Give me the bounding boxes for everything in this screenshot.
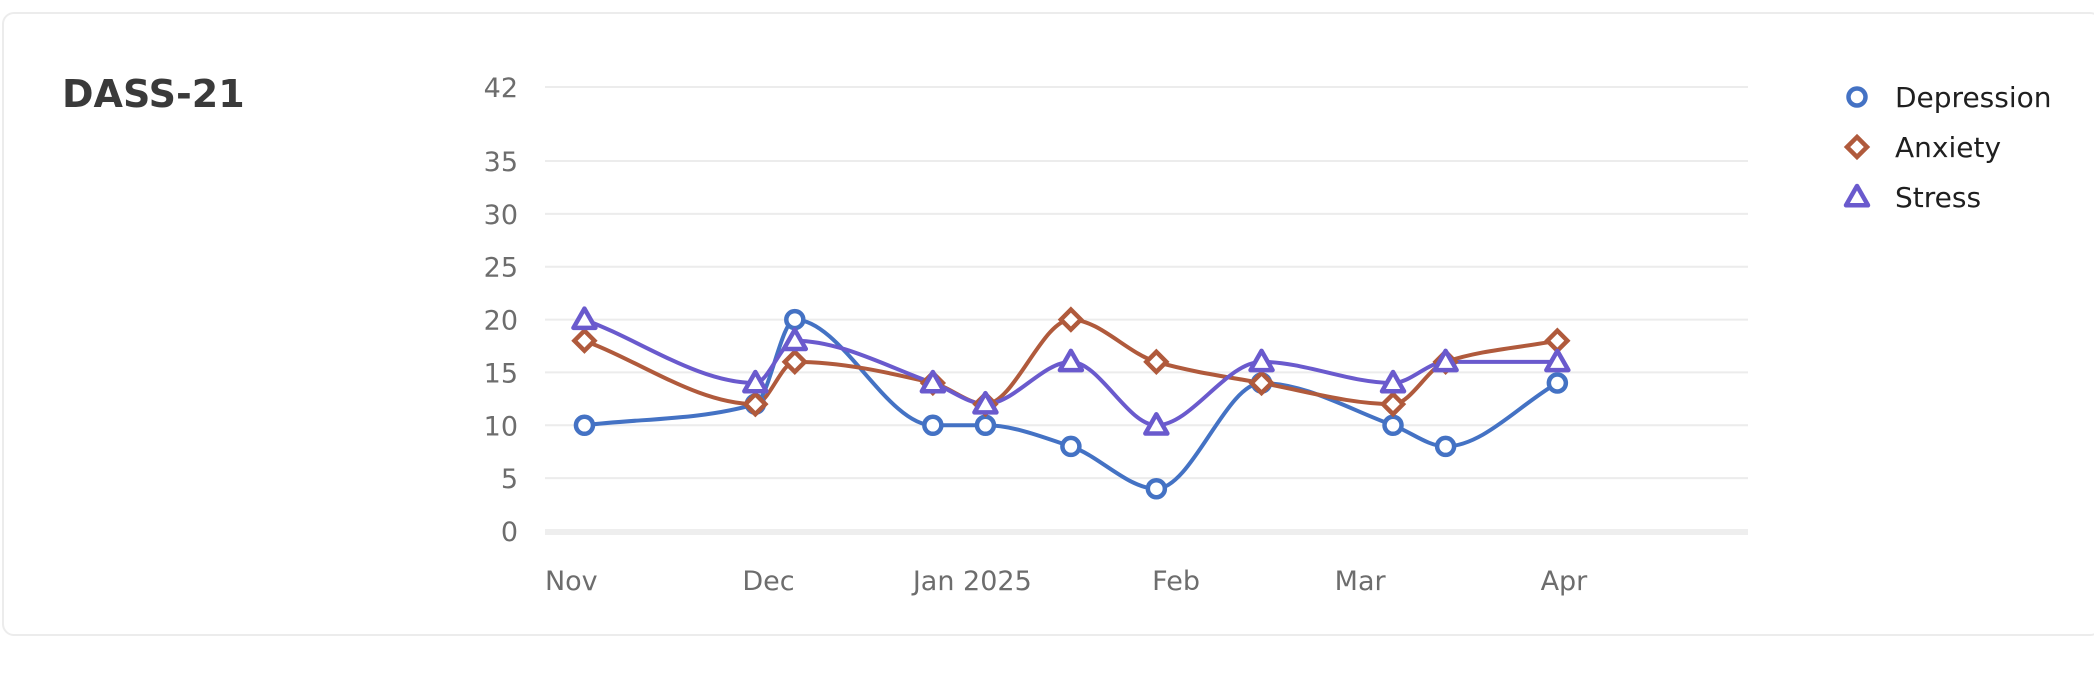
depression-point	[1546, 372, 1569, 394]
y-tick-label: 15	[484, 358, 518, 389]
gridlines	[545, 86, 1748, 535]
stress-point	[1432, 348, 1459, 373]
x-tick-label: Nov	[545, 566, 598, 597]
y-axis: 0 5 10 15 20 25 30 35 42	[484, 73, 518, 548]
x-tick-label: Feb	[1152, 566, 1200, 597]
anxiety-point	[571, 327, 598, 354]
x-tick-label: Mar	[1335, 566, 1387, 597]
stress-point	[781, 327, 809, 352]
stress-point	[1379, 369, 1407, 394]
anxiety-point	[1143, 348, 1170, 376]
legend-label: Stress	[1895, 181, 1981, 214]
y-tick-label: 25	[484, 253, 518, 284]
depression-legend-marker	[1846, 86, 1868, 108]
anxiety-legend-marker	[1843, 133, 1871, 161]
x-tick-label: Apr	[1541, 566, 1589, 597]
y-tick-label: 10	[484, 411, 518, 442]
y-tick-label: 35	[484, 147, 518, 178]
anxiety-point	[781, 348, 808, 376]
series-markers	[571, 306, 1571, 500]
x-tick-label: Dec	[742, 566, 794, 597]
depression-point	[784, 308, 806, 331]
stress-point	[1057, 348, 1085, 373]
stress-point	[919, 369, 947, 394]
legend-label: Anxiety	[1895, 131, 2001, 164]
depression-point	[573, 414, 596, 437]
depression-point	[1060, 435, 1082, 458]
x-axis: Nov Dec Jan 2025 Feb Mar Apr	[545, 566, 1588, 597]
legend[interactable]: Depression Anxiety Stress	[1843, 81, 2052, 214]
depression-point	[922, 414, 944, 437]
depression-point	[974, 414, 997, 437]
y-tick-label: 42	[484, 73, 518, 104]
depression-point	[1434, 435, 1457, 458]
anxiety-point	[1248, 369, 1275, 397]
depression-point	[1145, 477, 1168, 500]
x-tick-label: Jan 2025	[911, 566, 1032, 597]
stress-point	[972, 390, 999, 415]
chart-title: DASS-21	[62, 72, 245, 116]
anxiety-point	[1379, 390, 1407, 418]
stress-point	[1248, 348, 1275, 373]
y-tick-label: 5	[501, 464, 518, 495]
stress-point	[1143, 412, 1170, 436]
series-lines	[582, 317, 1560, 491]
legend-label: Depression	[1895, 81, 2052, 114]
stress-legend-marker	[1843, 183, 1871, 208]
y-tick-label: 30	[484, 200, 518, 231]
stress-point	[742, 369, 769, 394]
y-tick-label: 20	[484, 306, 518, 337]
y-tick-label: 0	[501, 517, 518, 548]
depression-point	[1382, 414, 1404, 437]
anxiety-point	[742, 390, 769, 418]
anxiety-point	[1057, 306, 1085, 333]
depression-line	[582, 317, 1560, 491]
stress-point	[1544, 348, 1571, 373]
stress-point	[571, 306, 598, 331]
anxiety-point	[1544, 327, 1571, 354]
